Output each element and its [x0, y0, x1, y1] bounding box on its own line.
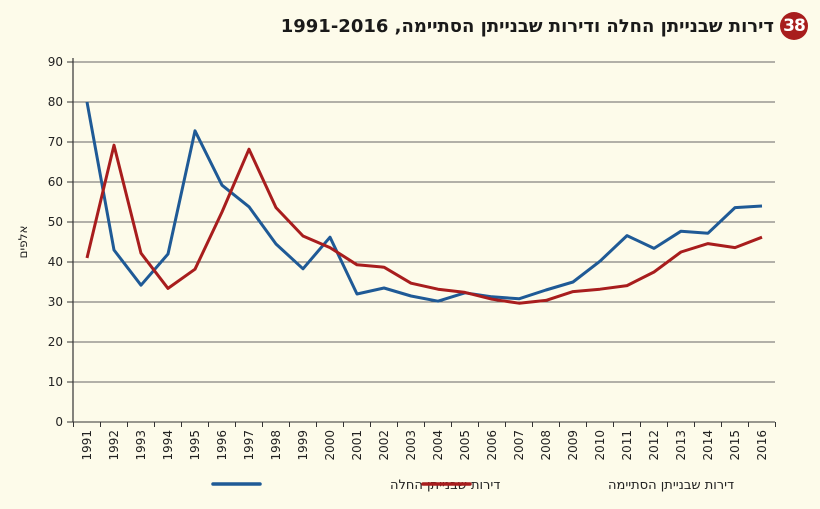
x-tick-label: 2013 — [674, 430, 688, 461]
y-tick-label: 10 — [48, 375, 63, 389]
x-tick-label: 1996 — [215, 430, 229, 461]
x-tick-label: 1994 — [161, 430, 175, 461]
y-tick-label: 40 — [48, 255, 63, 269]
legend-label: דירות שבנייתן הסתיימה — [608, 478, 734, 493]
x-tick-label: 2004 — [431, 430, 445, 461]
y-tick-label: 80 — [48, 95, 63, 109]
y-axis-label: אלפים — [16, 226, 30, 259]
y-tick-label: 0 — [55, 415, 63, 429]
x-tick-label: 1995 — [188, 430, 202, 461]
y-tick-label: 50 — [48, 215, 63, 229]
x-tick-label: 2014 — [701, 430, 715, 461]
x-tick-label: 2008 — [539, 430, 553, 461]
x-tick-label: 1999 — [296, 430, 310, 461]
x-tick-label: 2000 — [323, 430, 337, 461]
x-tick-label: 1992 — [107, 430, 121, 461]
x-tick-label: 2005 — [458, 430, 472, 461]
x-tick-label: 2001 — [350, 430, 364, 461]
x-tick-label: 2006 — [485, 430, 499, 461]
series-line-started — [85, 101, 763, 303]
figure-number-badge: 38 — [780, 12, 808, 40]
x-tick-label: 2015 — [728, 430, 742, 461]
y-tick-label: 70 — [48, 135, 63, 149]
x-tick-label: 1991 — [80, 430, 94, 461]
x-tick-label: 2003 — [404, 430, 418, 461]
y-tick-label: 90 — [48, 55, 63, 69]
x-tick-label: 2010 — [593, 430, 607, 461]
x-tick-label: 2002 — [377, 430, 391, 461]
chart-title: דירות שבנייתן החלה ודירות שבנייתן הסתיימ… — [280, 15, 774, 37]
x-tick-label: 1993 — [134, 430, 148, 461]
x-tick-label: 2007 — [512, 430, 526, 461]
x-tick-label: 1998 — [269, 430, 283, 461]
y-tick-label: 30 — [48, 295, 63, 309]
x-tick-label: 1997 — [242, 430, 256, 461]
chart-header: 38 דירות שבנייתן החלה ודירות שבנייתן הסת… — [281, 12, 808, 40]
x-tick-label: 2009 — [566, 430, 580, 461]
y-tick-label: 60 — [48, 175, 63, 189]
x-tick-label: 2011 — [620, 430, 634, 461]
y-tick-label: 20 — [48, 335, 63, 349]
series-line-completed — [85, 143, 763, 305]
x-tick-label: 2016 — [755, 430, 769, 461]
x-tick-label: 2012 — [647, 430, 661, 461]
